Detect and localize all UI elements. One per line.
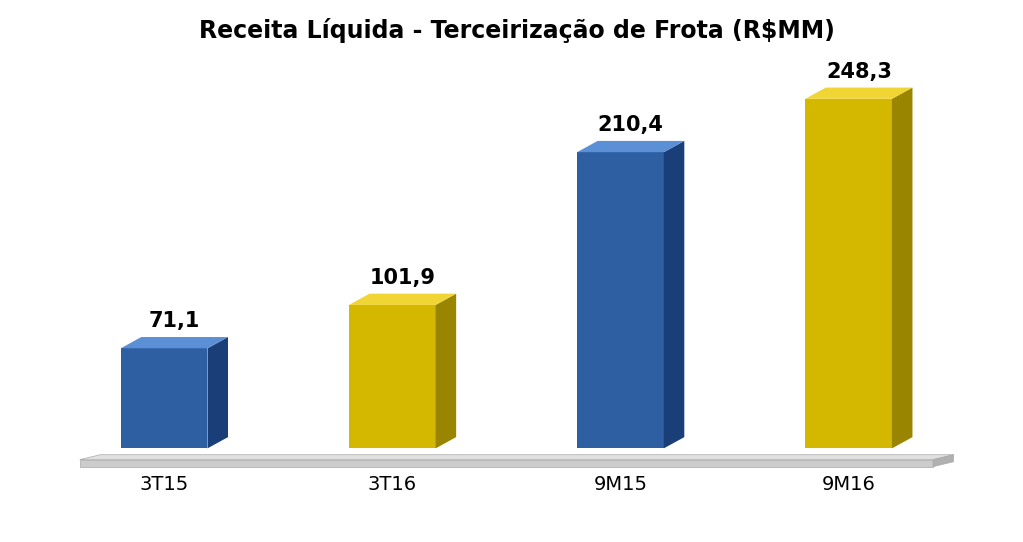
Polygon shape xyxy=(805,88,913,99)
Text: 3T15: 3T15 xyxy=(139,475,189,494)
Polygon shape xyxy=(349,294,456,305)
Text: 101,9: 101,9 xyxy=(369,268,436,288)
Polygon shape xyxy=(349,305,436,448)
Text: 248,3: 248,3 xyxy=(826,62,892,82)
Text: 3T16: 3T16 xyxy=(367,475,416,494)
Polygon shape xyxy=(805,99,892,448)
Text: 210,4: 210,4 xyxy=(597,115,664,136)
Polygon shape xyxy=(933,455,953,467)
Text: 9M16: 9M16 xyxy=(821,475,876,494)
Polygon shape xyxy=(121,337,228,349)
Polygon shape xyxy=(80,455,953,460)
Polygon shape xyxy=(121,349,208,448)
Polygon shape xyxy=(892,88,913,448)
Polygon shape xyxy=(577,141,684,152)
Polygon shape xyxy=(577,152,664,448)
Polygon shape xyxy=(80,460,933,467)
Polygon shape xyxy=(208,337,228,448)
Title: Receita Líquida - Terceirização de Frota (R$MM): Receita Líquida - Terceirização de Frota… xyxy=(198,17,835,42)
Text: 71,1: 71,1 xyxy=(148,312,201,331)
Polygon shape xyxy=(664,141,684,448)
Text: 9M15: 9M15 xyxy=(593,475,648,494)
Polygon shape xyxy=(436,294,456,448)
